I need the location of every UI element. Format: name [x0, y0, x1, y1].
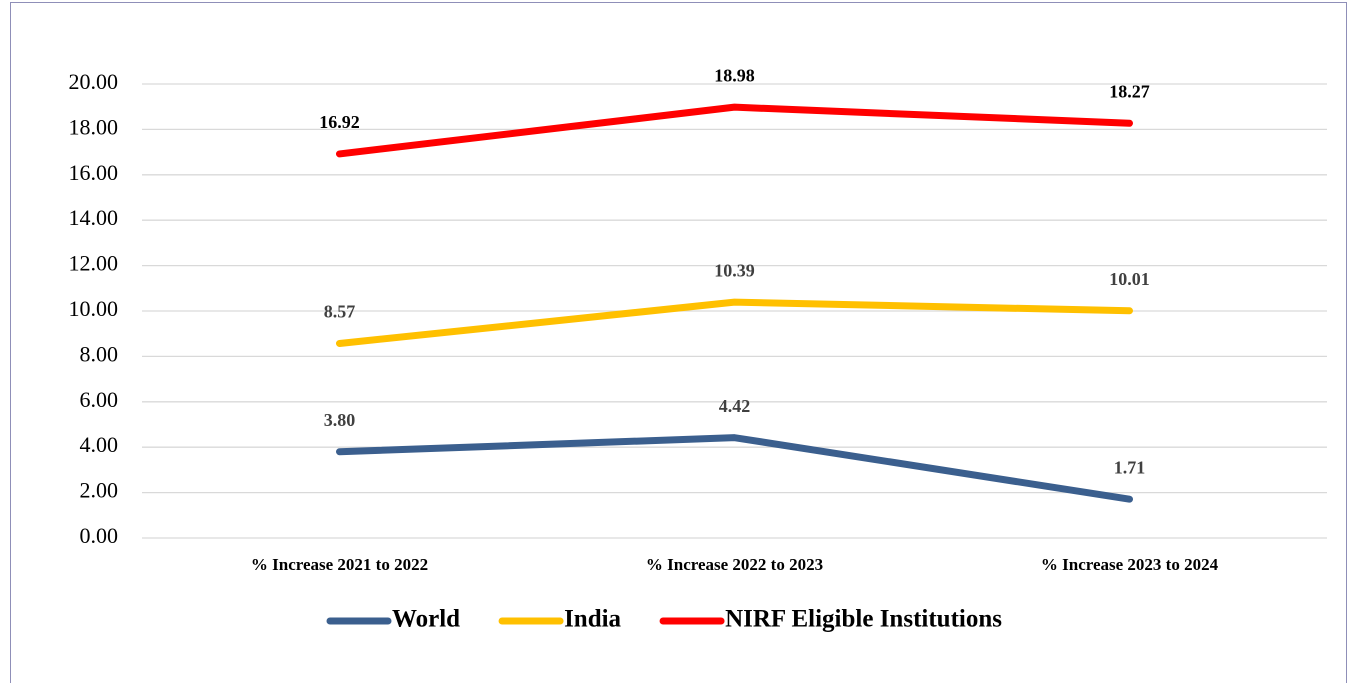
frame [10, 2, 1347, 683]
x-tick-label: % Increase 2022 to 2023 [646, 555, 823, 574]
y-tick-label: 8.00 [80, 341, 119, 366]
legend-label: India [564, 606, 621, 633]
data-label: 18.98 [714, 65, 755, 85]
y-tick-label: 10.00 [69, 296, 119, 321]
y-tick-label: 14.00 [69, 205, 119, 230]
x-tick-label: % Increase 2021 to 2022 [251, 555, 428, 574]
y-tick-label: 2.00 [80, 478, 119, 503]
data-label: 3.80 [324, 410, 356, 430]
y-tick-label: 4.00 [80, 432, 119, 457]
y-tick-label: 0.00 [80, 523, 119, 548]
line [336, 434, 1133, 503]
y-tick-label: 20.00 [69, 69, 119, 94]
data-label: 1.71 [1114, 457, 1146, 477]
x-tick-label: % Increase 2023 to 2024 [1041, 555, 1219, 574]
data-label: 8.57 [324, 302, 356, 322]
y-tick-label: 12.00 [69, 251, 119, 276]
legend-label: World [392, 606, 460, 633]
line [336, 103, 1133, 158]
data-label: 10.39 [714, 260, 755, 280]
legend-label: NIRF Eligible Institutions [725, 606, 1002, 633]
y-tick-label: 18.00 [69, 114, 119, 139]
data-label: 18.27 [1109, 81, 1150, 101]
data-label: 10.01 [1109, 269, 1150, 289]
data-label: 16.92 [319, 112, 360, 132]
line [336, 298, 1133, 347]
data-label: 4.42 [719, 396, 751, 416]
y-tick-label: 16.00 [69, 160, 119, 185]
y-tick-label: 6.00 [80, 387, 119, 412]
